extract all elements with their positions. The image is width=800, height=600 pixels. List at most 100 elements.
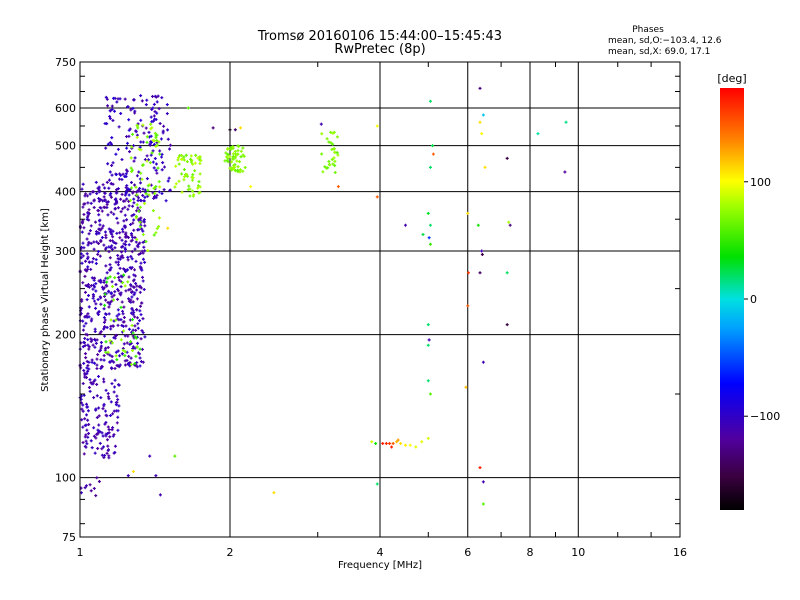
data-point [421, 233, 425, 237]
data-point [115, 358, 119, 362]
data-point [111, 182, 115, 186]
data-point [107, 312, 111, 316]
data-point [426, 323, 430, 327]
data-point [98, 349, 102, 353]
data-point [129, 255, 133, 259]
data-point [113, 450, 117, 454]
data-point [130, 214, 134, 218]
data-point [199, 159, 203, 163]
data-point [90, 317, 94, 321]
data-point [157, 180, 161, 184]
data-point [93, 299, 97, 303]
data-point [128, 342, 132, 346]
data-point [110, 104, 114, 108]
data-point [132, 144, 136, 148]
data-point [102, 327, 106, 331]
data-point [191, 173, 195, 177]
data-point [233, 169, 237, 173]
data-point [96, 249, 100, 253]
data-point [103, 186, 107, 190]
data-point [133, 111, 137, 115]
stats-x-line: mean, sd,X: 69.0, 17.1 [608, 47, 710, 57]
data-point [87, 360, 91, 364]
data-point [85, 359, 89, 363]
data-point [123, 350, 127, 354]
data-point [99, 198, 103, 202]
data-point [102, 294, 106, 298]
data-point [139, 148, 143, 152]
data-point [188, 194, 192, 198]
data-point [119, 285, 123, 289]
data-point [97, 374, 101, 378]
data-point [94, 407, 98, 411]
data-point [480, 252, 484, 256]
data-point [375, 124, 379, 128]
data-point [102, 243, 106, 247]
data-point [138, 290, 142, 294]
data-point [166, 128, 170, 132]
data-point [508, 223, 512, 227]
data-point [115, 216, 119, 220]
data-point [114, 282, 118, 286]
data-point [107, 186, 111, 190]
data-point [108, 353, 112, 357]
data-point [85, 298, 89, 302]
data-point [123, 213, 127, 217]
data-point [104, 95, 108, 99]
data-point [114, 241, 118, 245]
data-point [95, 240, 99, 244]
data-point [192, 193, 196, 197]
data-point [138, 225, 142, 229]
data-point [132, 218, 136, 222]
data-point [102, 377, 106, 381]
data-point [139, 301, 143, 305]
data-point [127, 243, 131, 247]
data-point [121, 281, 125, 285]
data-point [132, 293, 136, 297]
data-point [330, 147, 334, 151]
data-point [164, 199, 168, 203]
data-point [162, 188, 166, 192]
data-point [104, 146, 108, 150]
data-point [182, 178, 186, 182]
data-point [103, 198, 107, 202]
data-point [133, 362, 137, 366]
data-point [95, 416, 99, 420]
data-point [108, 263, 112, 267]
data-point [98, 295, 102, 299]
data-point [132, 228, 136, 232]
data-point [116, 428, 120, 432]
grid-lines [80, 62, 680, 537]
data-point [117, 177, 121, 181]
data-point [153, 191, 157, 195]
data-point [112, 319, 116, 323]
data-point [104, 233, 108, 237]
data-point [329, 130, 333, 134]
data-point [80, 245, 84, 249]
data-point [108, 239, 112, 243]
data-point [141, 229, 145, 233]
data-point [119, 173, 123, 177]
data-point [94, 282, 98, 286]
y-axis-label: Stationary phase Virtual Height [km] [40, 208, 51, 392]
data-point [86, 283, 90, 287]
data-point [115, 100, 119, 104]
data-point [132, 159, 136, 163]
data-point [109, 109, 113, 113]
data-point [320, 152, 324, 156]
data-point [92, 294, 96, 298]
data-point [243, 165, 247, 169]
data-point [121, 172, 125, 176]
data-point [333, 159, 337, 163]
data-point [88, 483, 92, 487]
data-point [146, 249, 150, 253]
data-point [119, 197, 123, 201]
data-point [403, 443, 407, 447]
data-point [127, 128, 131, 132]
data-point [110, 244, 114, 248]
data-point [131, 470, 135, 474]
data-point [155, 171, 159, 175]
data-point [82, 368, 86, 372]
data-point [85, 405, 89, 409]
data-point [505, 271, 509, 275]
